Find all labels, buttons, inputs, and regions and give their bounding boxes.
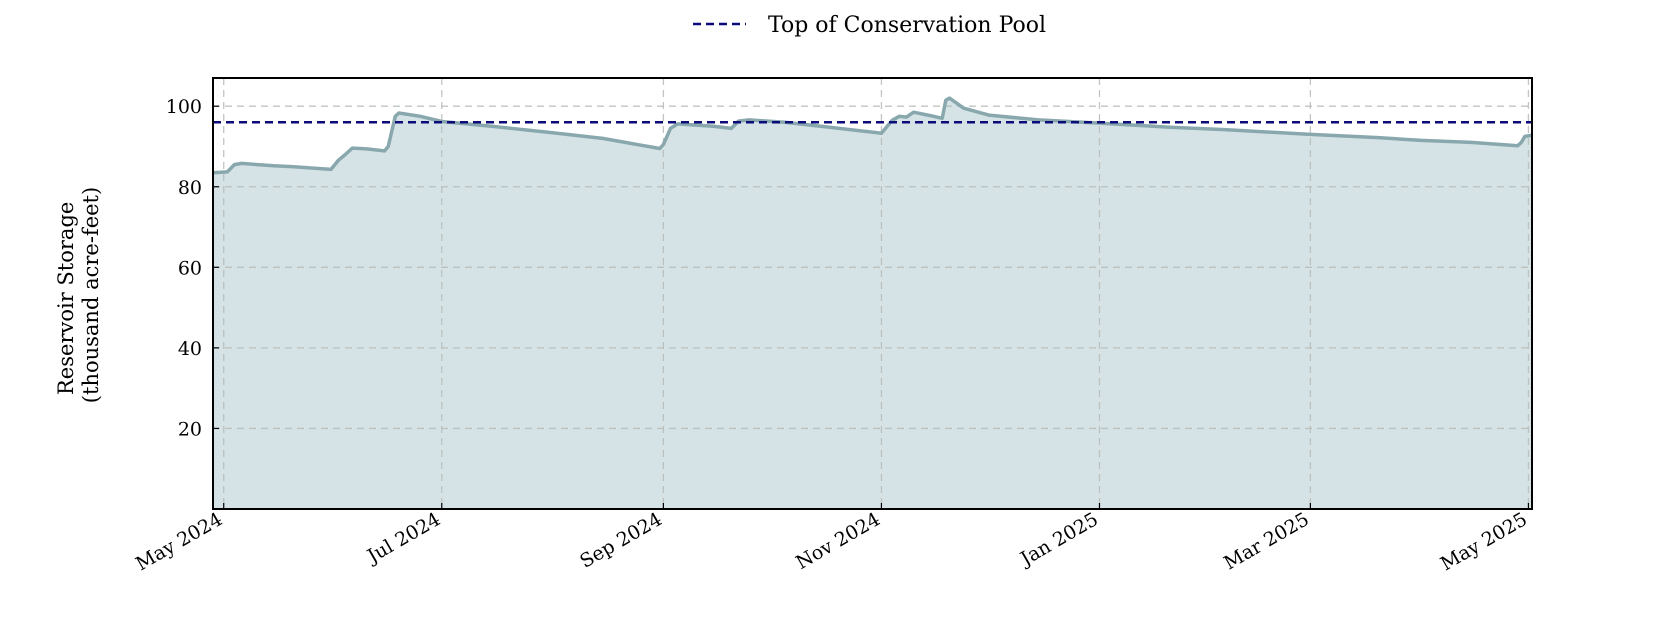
legend-label-conservation-pool: Top of Conservation Pool: [768, 13, 1046, 38]
x-tick-label: May 2024: [132, 508, 226, 575]
x-tick-label: Mar 2025: [1220, 508, 1313, 574]
y-tick-label: 40: [178, 338, 202, 360]
y-tick-label: 20: [178, 418, 202, 440]
y-tick-label: 100: [166, 96, 202, 118]
series-line: [213, 96, 1532, 175]
plot-area: 20 40 60 80 100 May 2024 Jul 2024 Sep 2024 Nov 2…: [132, 77, 1533, 575]
x-tick-label: May 2025: [1437, 508, 1531, 575]
y-tick-label: 60: [178, 257, 202, 279]
y-axis-label-line-2: (thousand acre-feet): [79, 187, 103, 403]
series-area-fill: [213, 98, 1532, 509]
y-axis-label: Reservoir Storage (thousand acre-feet): [54, 187, 103, 403]
y-tick-label: 80: [178, 177, 202, 199]
x-tick-label: Jan 2025: [1015, 508, 1102, 571]
x-tick-label: Sep 2024: [576, 508, 666, 572]
plot-frame: [212, 77, 1533, 510]
legend: Top of Conservation Pool: [693, 13, 1046, 38]
x-tick-label: Nov 2024: [792, 508, 884, 574]
y-axis-label-line-1: Reservoir Storage: [54, 202, 78, 395]
x-tick-label: Jul 2024: [362, 508, 444, 568]
